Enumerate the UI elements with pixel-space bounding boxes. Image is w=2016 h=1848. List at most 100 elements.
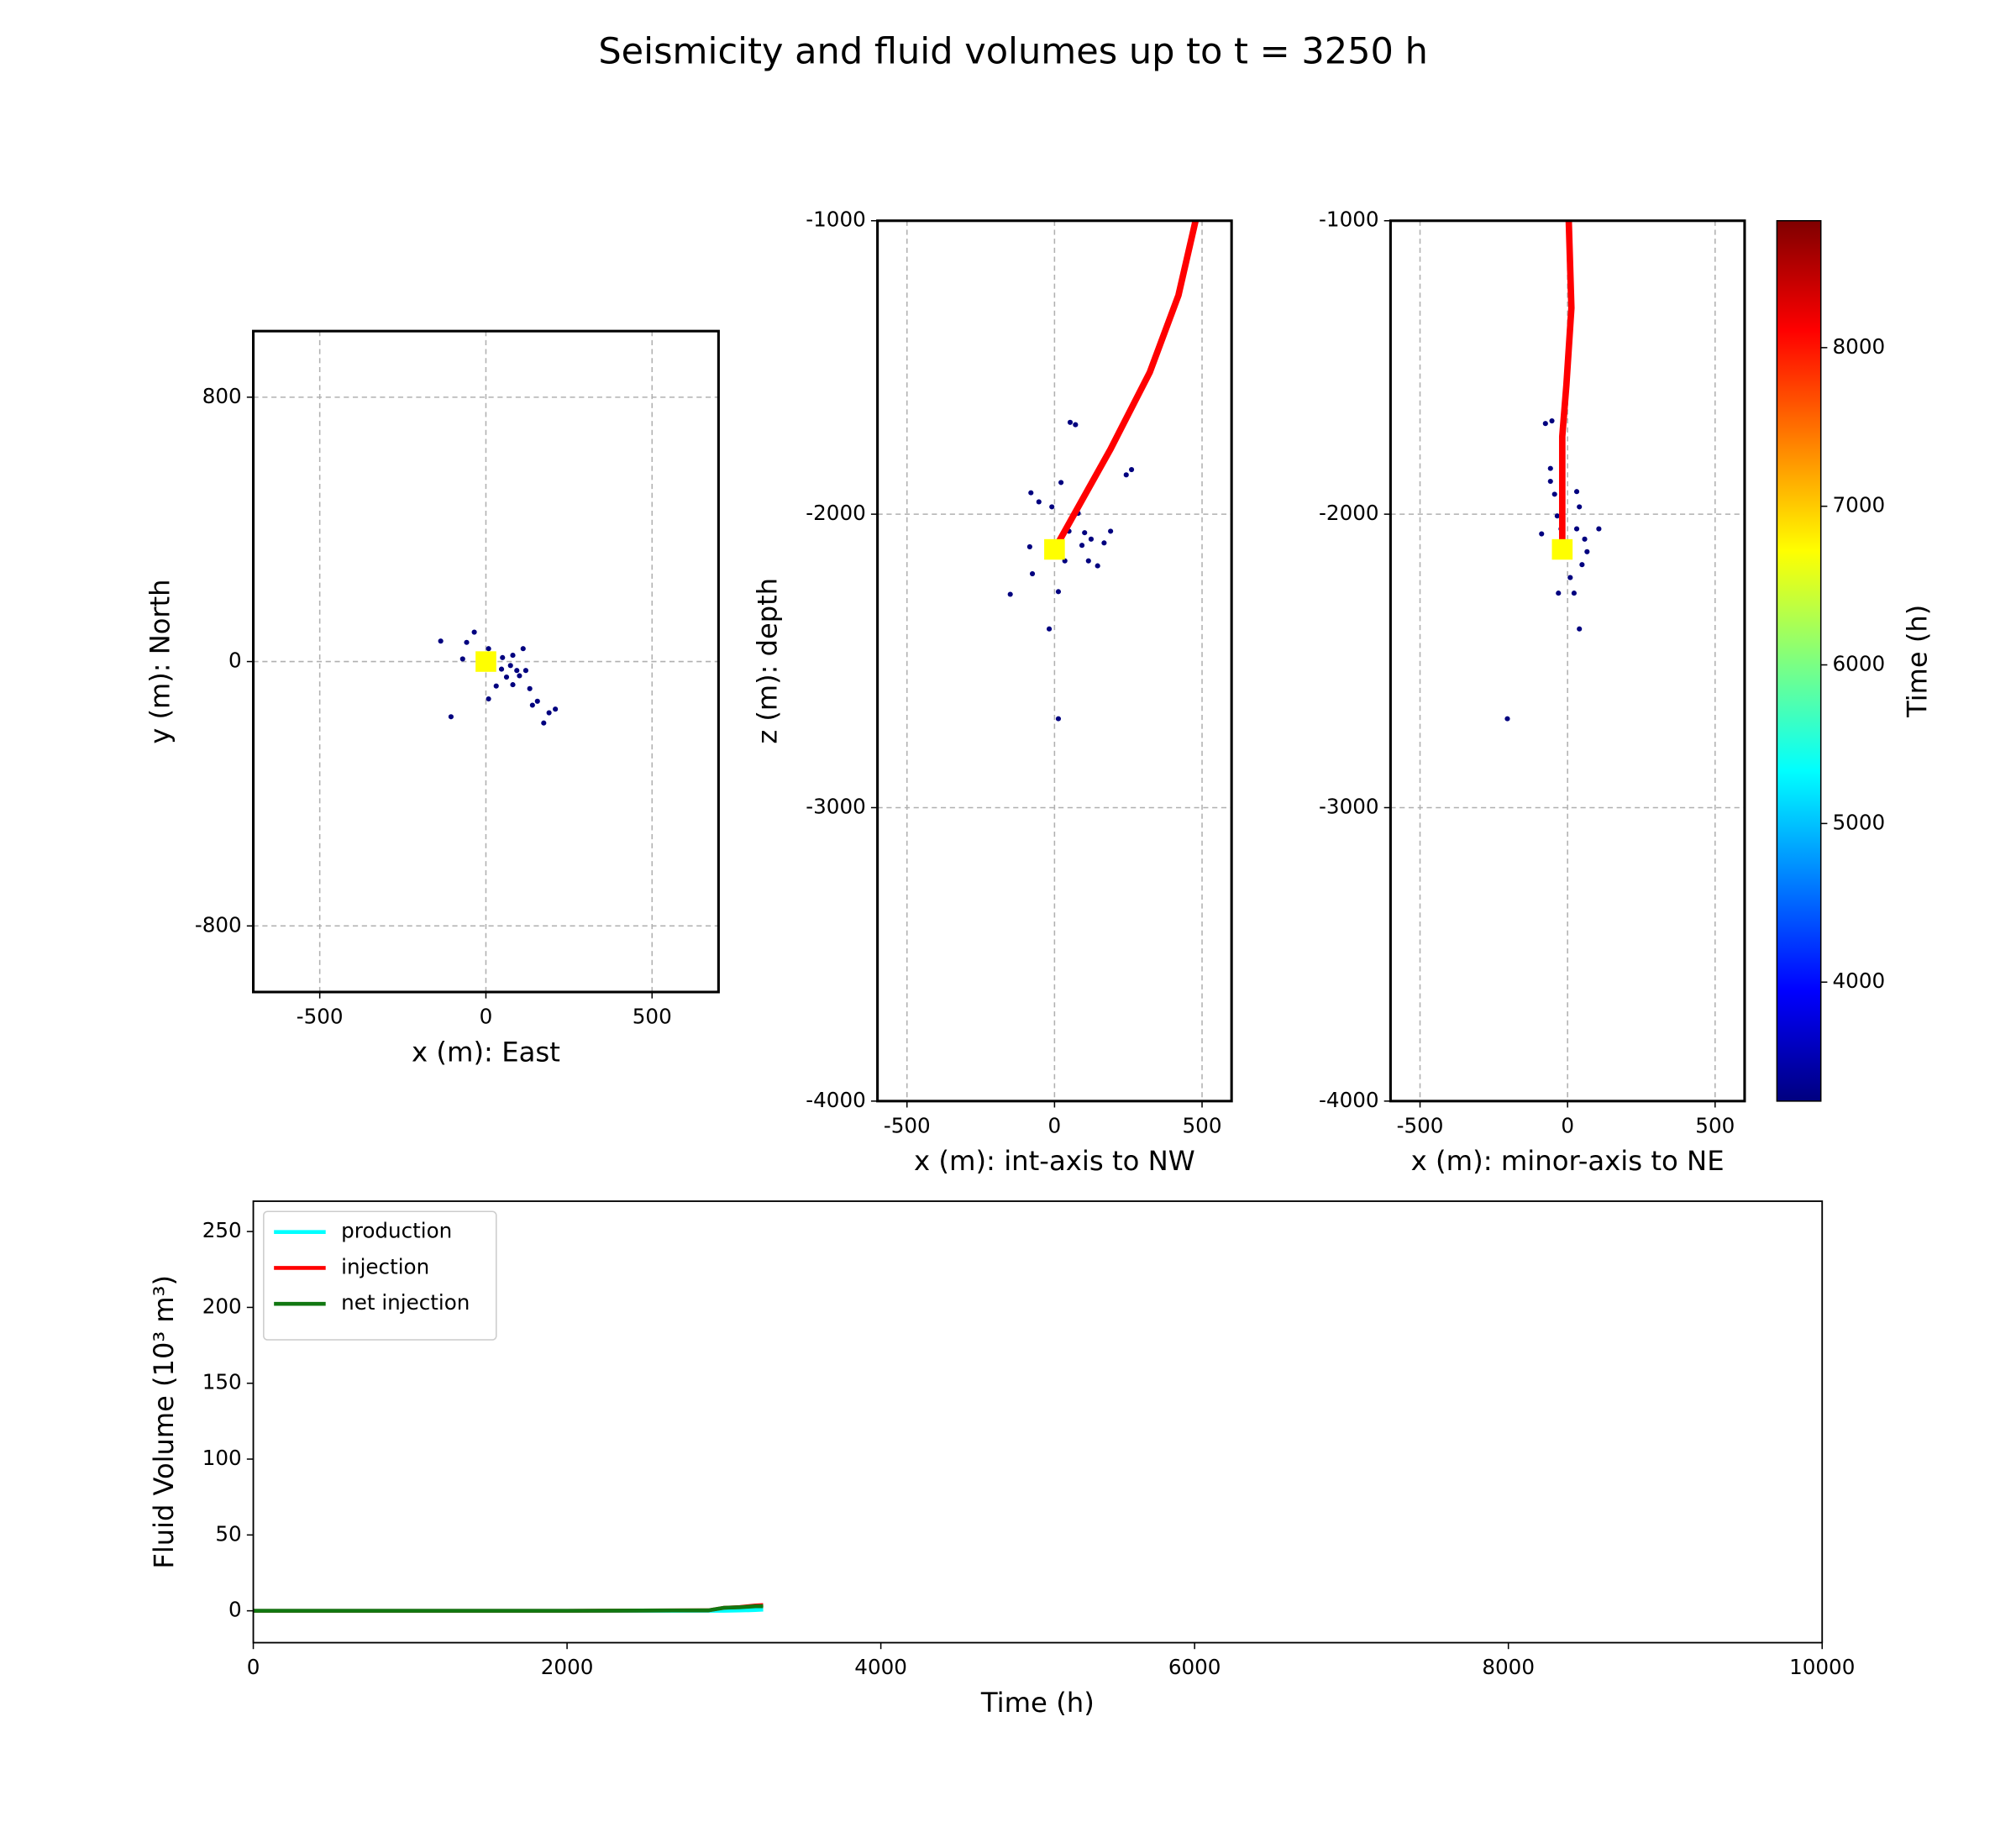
legend-label: injection <box>341 1255 429 1279</box>
event-point <box>1547 478 1553 485</box>
event-point <box>486 696 491 702</box>
event-point <box>1029 570 1036 577</box>
y-tick-label: -4000 <box>1319 1088 1378 1112</box>
event-point <box>507 663 513 669</box>
event-point <box>1088 536 1095 542</box>
x-tick-label: 6000 <box>1168 1655 1221 1679</box>
event-point <box>1049 504 1055 510</box>
injection-point <box>475 651 496 672</box>
event-point <box>1579 562 1585 568</box>
x-tick-label: -500 <box>297 1005 344 1029</box>
event-point <box>510 682 516 688</box>
x-tick-label: 4000 <box>854 1655 907 1679</box>
event-point <box>1055 589 1062 595</box>
event-point <box>527 685 533 691</box>
event-point <box>1547 465 1553 471</box>
x-axis-label: Time (h) <box>980 1687 1095 1719</box>
x-axis-label: x (m): East <box>412 1036 560 1068</box>
event-point <box>1046 626 1053 632</box>
y-tick-label: 6000 <box>1833 652 1886 676</box>
event-point <box>1028 490 1034 496</box>
y-tick-label: -4000 <box>806 1088 865 1112</box>
event-point <box>517 673 522 679</box>
event-point <box>1582 536 1588 542</box>
x-axis-label: x (m): int-axis to NW <box>914 1145 1195 1177</box>
event-point <box>514 668 520 674</box>
y-tick-label: -1000 <box>806 207 865 232</box>
event-point <box>1573 489 1580 495</box>
axes-frame <box>876 219 1233 1103</box>
event-point <box>498 666 505 672</box>
event-point <box>534 698 540 704</box>
event-point <box>1101 540 1107 546</box>
event-point <box>1007 591 1013 597</box>
event-point <box>471 629 477 635</box>
event-point <box>448 714 454 720</box>
legend-label: net injection <box>341 1290 470 1315</box>
event-point <box>1036 499 1042 505</box>
event-point <box>1085 558 1091 564</box>
event-point <box>510 653 516 659</box>
x-tick-label: 500 <box>1183 1113 1222 1137</box>
event-point <box>1055 716 1062 722</box>
x-tick-label: -500 <box>884 1113 931 1137</box>
well-trajectory <box>1558 220 1575 550</box>
injection-point <box>1044 538 1065 560</box>
event-point <box>1573 526 1580 532</box>
y-tick-label: 50 <box>215 1521 241 1546</box>
x-tick-label: 500 <box>1695 1113 1735 1137</box>
event-point <box>1571 591 1577 596</box>
injection-point <box>1551 538 1573 560</box>
x-axis-label: x (m): minor-axis to NE <box>1411 1145 1725 1177</box>
event-point <box>541 720 547 726</box>
y-tick-label: -3000 <box>1319 795 1378 819</box>
event-point <box>1123 472 1129 478</box>
event-point <box>529 702 535 708</box>
y-tick-label: 0 <box>228 648 242 673</box>
event-point <box>1542 421 1548 427</box>
event-point <box>486 646 491 652</box>
y-tick-label: 150 <box>202 1370 242 1394</box>
y-tick-label: 800 <box>202 384 242 408</box>
event-point <box>493 683 499 689</box>
y-axis-label: Fluid Volume (10³ m³) <box>148 1275 180 1569</box>
y-tick-label: -2000 <box>806 501 865 525</box>
line-series <box>253 1604 764 1613</box>
event-point <box>1128 466 1135 473</box>
plot-area <box>1007 220 1200 722</box>
well-trajectory <box>1052 220 1200 551</box>
y-tick-label: 5000 <box>1833 810 1886 834</box>
y-tick-label: 0 <box>228 1598 242 1622</box>
figure-title: Seismicity and fluid volumes up to t = 3… <box>598 31 1428 73</box>
y-tick-label: -1000 <box>1319 207 1378 232</box>
y-tick-label: 250 <box>202 1218 242 1242</box>
y-tick-label: -2000 <box>1319 501 1378 525</box>
event-point <box>1073 422 1079 428</box>
event-point <box>1551 491 1557 497</box>
plot-area <box>438 629 559 726</box>
event-point <box>1504 716 1510 722</box>
event-point <box>503 675 510 680</box>
x-tick-label: 0 <box>480 1005 493 1029</box>
event-point <box>520 646 526 652</box>
event-point <box>1584 549 1590 554</box>
y-tick-label: 8000 <box>1833 334 1886 359</box>
x-tick-label: 8000 <box>1482 1655 1535 1679</box>
event-point <box>1577 626 1583 632</box>
y-tick-label: 100 <box>202 1446 242 1470</box>
x-tick-label: 0 <box>1561 1113 1574 1137</box>
event-point <box>1567 575 1573 580</box>
event-point <box>522 668 529 674</box>
x-tick-label: 500 <box>633 1005 672 1029</box>
event-point <box>1596 526 1602 532</box>
y-tick-label: -800 <box>195 912 242 937</box>
event-point <box>438 638 444 644</box>
y-axis-label: z (m): depth <box>751 578 783 744</box>
y-tick-label: -3000 <box>806 795 865 819</box>
event-point <box>500 654 506 660</box>
plot-area <box>1504 220 1602 722</box>
event-point <box>1554 513 1560 519</box>
y-tick-label: 200 <box>202 1294 242 1318</box>
x-tick-label: 2000 <box>541 1655 594 1679</box>
